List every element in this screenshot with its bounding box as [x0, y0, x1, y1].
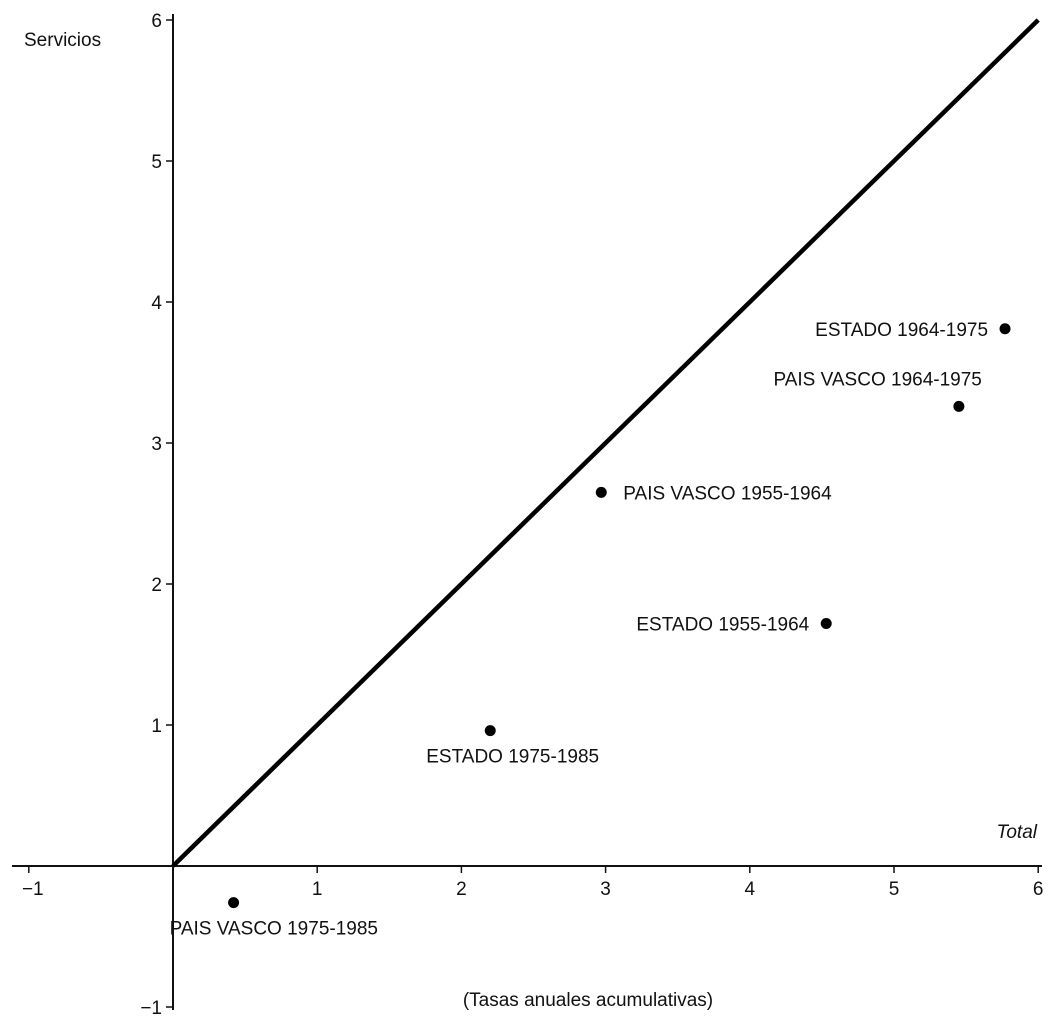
y-tick-label: 2: [151, 575, 162, 596]
y-tick-label: 4: [151, 293, 162, 314]
data-point-label: ESTADO 1975-1985: [426, 747, 599, 768]
labels-layer: Servicios Total (Tasas anuales acumulati…: [24, 30, 1038, 1011]
x-tick-label: 6: [1033, 879, 1044, 900]
units-note: (Tasas anuales acumulativas): [463, 990, 713, 1011]
points-layer: [228, 323, 1011, 909]
y-axis-label: Servicios: [24, 30, 101, 51]
axes: −1 1 2 3 4 5 6 −1 1 2 3 4 5 6: [12, 11, 1043, 1019]
reference-line-layer: [171, 18, 1040, 868]
data-point: [484, 725, 496, 737]
y-tick-label: −1: [140, 998, 162, 1019]
data-point: [595, 486, 607, 498]
data-point-label: PAIS VASCO 1964-1975: [773, 369, 981, 390]
data-point: [228, 897, 240, 909]
data-point-label: PAIS VASCO 1975-1985: [170, 919, 378, 940]
x-axis-label: Total: [997, 822, 1038, 843]
data-point-label: ESTADO 1955-1964: [636, 614, 809, 635]
data-point-label: ESTADO 1964-1975: [815, 320, 988, 341]
x-tick-label: −1: [22, 879, 44, 900]
x-tick-label: 2: [456, 879, 467, 900]
x-tick-label: 1: [312, 879, 323, 900]
x-tick-label: 3: [600, 879, 611, 900]
data-point: [999, 323, 1011, 335]
y-tick-label: 3: [151, 434, 162, 455]
data-point-label: PAIS VASCO 1955-1964: [623, 483, 832, 504]
data-point: [953, 400, 965, 412]
x-tick-label: 4: [745, 879, 756, 900]
y-tick-label: 1: [151, 716, 162, 737]
x-tick-label: 5: [889, 879, 900, 900]
y-tick-label: 5: [151, 152, 162, 173]
y-tick-label: 6: [151, 11, 162, 32]
reference-line: [171, 18, 1040, 868]
data-point: [820, 617, 832, 629]
